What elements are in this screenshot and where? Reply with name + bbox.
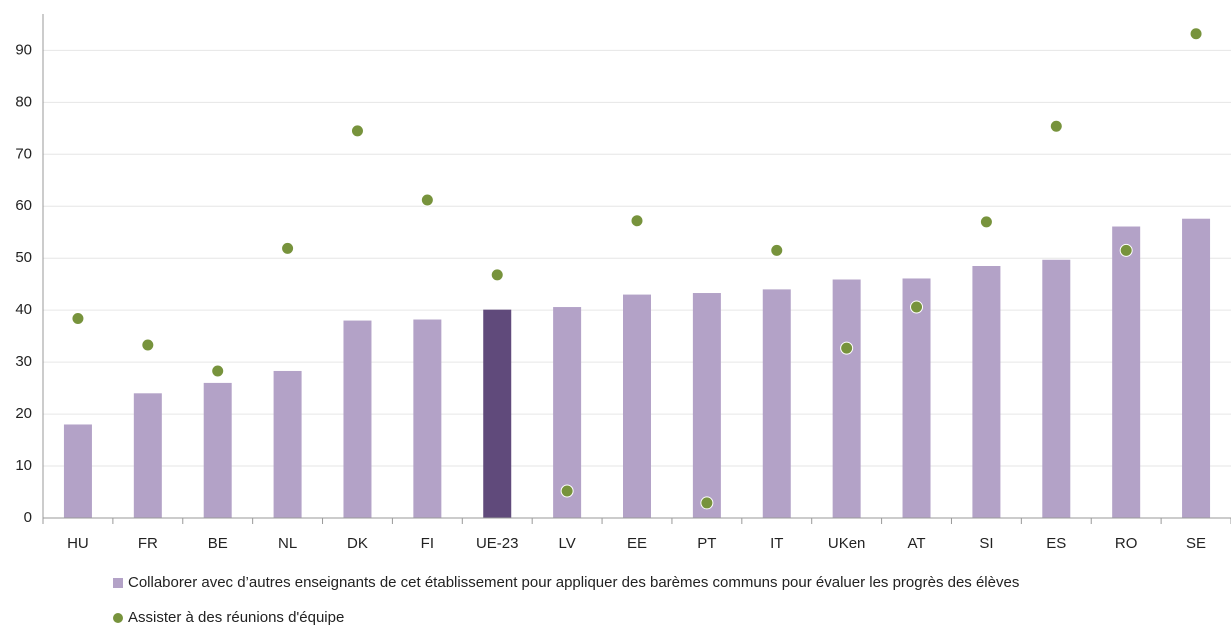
x-tick-label: IT xyxy=(770,535,783,552)
dot xyxy=(350,124,364,138)
y-tick-label: 0 xyxy=(24,509,32,526)
x-tick-label: HU xyxy=(67,535,89,552)
dot xyxy=(420,193,434,207)
x-tick-label: RO xyxy=(1115,535,1138,552)
y-tick-label: 50 xyxy=(15,249,32,266)
x-tick-label: NL xyxy=(278,535,297,552)
x-tick-label: SI xyxy=(979,535,993,552)
legend-marker xyxy=(113,613,123,623)
bar xyxy=(902,278,931,518)
legend-label: Collaborer avec d’autres enseignants de … xyxy=(128,574,1019,591)
legend-marker xyxy=(113,578,123,588)
x-tick-label: DK xyxy=(347,535,368,552)
x-tick-label: UKen xyxy=(828,535,866,552)
y-tick-label: 40 xyxy=(15,301,32,318)
dot xyxy=(141,338,155,352)
bar xyxy=(273,370,302,518)
bar xyxy=(1112,226,1141,518)
x-tick-label: PT xyxy=(697,535,716,552)
bar xyxy=(343,320,372,518)
dot xyxy=(840,341,854,355)
bar xyxy=(413,319,442,518)
dot xyxy=(560,484,574,498)
bar xyxy=(483,309,512,518)
y-tick-label: 30 xyxy=(15,353,32,370)
dot xyxy=(1119,243,1133,257)
dot xyxy=(1049,119,1063,133)
y-tick-label: 10 xyxy=(15,457,32,474)
bar xyxy=(623,294,651,518)
y-tick-label: 60 xyxy=(15,197,32,214)
legend-label: Assister à des réunions d'équipe xyxy=(128,609,344,625)
bar xyxy=(133,393,162,518)
dot xyxy=(979,215,993,229)
x-tick-label: EE xyxy=(627,535,647,552)
bar xyxy=(1042,259,1071,518)
bar xyxy=(553,307,582,518)
dot xyxy=(630,214,644,228)
bar xyxy=(972,266,1001,518)
x-tick-label: FI xyxy=(421,535,434,552)
y-tick-label: 90 xyxy=(15,41,32,58)
x-tick-label: ES xyxy=(1046,535,1066,552)
bar xyxy=(832,279,861,518)
y-tick-label: 80 xyxy=(15,93,32,110)
bar xyxy=(203,382,232,518)
bar xyxy=(1182,218,1211,518)
dot xyxy=(1189,27,1203,41)
y-tick-label: 20 xyxy=(15,405,32,422)
dot xyxy=(211,364,225,378)
dot xyxy=(490,268,504,282)
dot xyxy=(71,311,85,325)
dot xyxy=(770,243,784,257)
bar xyxy=(63,424,92,518)
y-tick-label: 70 xyxy=(15,145,32,162)
dot xyxy=(700,496,714,510)
x-tick-label: AT xyxy=(907,535,925,552)
x-tick-label: LV xyxy=(559,535,576,552)
bar xyxy=(762,289,791,518)
x-tick-label: BE xyxy=(208,535,228,552)
x-tick-label: FR xyxy=(138,535,158,552)
dot xyxy=(910,300,924,314)
dot xyxy=(281,241,295,255)
bar xyxy=(692,293,721,518)
x-tick-label: SE xyxy=(1186,535,1206,552)
x-tick-label: UE-23 xyxy=(476,535,519,552)
